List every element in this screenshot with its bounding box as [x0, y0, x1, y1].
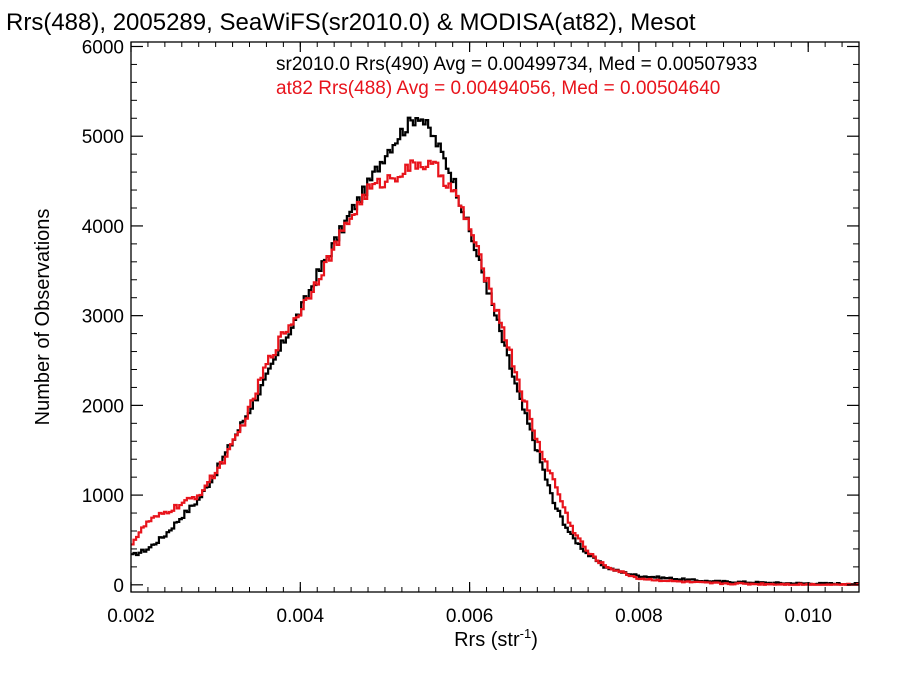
- y-axis-label: Number of Observations: [32, 209, 54, 426]
- y-tick-label: 0: [113, 576, 124, 597]
- plot-frame: [130, 41, 860, 593]
- y-tick-label: 3000: [82, 307, 124, 328]
- x-tick-label: 0.006: [446, 606, 494, 627]
- x-axis-label: Rrs (str-1): [454, 626, 538, 651]
- series-group: [131, 116, 859, 586]
- legend-entry-1: sr2010.0 Rrs(490) Avg = 0.00499734, Med …: [276, 54, 757, 75]
- x-tick-label: 0.004: [277, 606, 325, 627]
- series-line-1: [131, 116, 859, 586]
- y-tick-label: 6000: [82, 37, 124, 58]
- x-axis-label-close: ): [531, 629, 538, 651]
- x-axis-label-superscript: -1: [520, 626, 532, 641]
- y-tick-label: 4000: [82, 217, 124, 238]
- legend-entry-2: at82 Rrs(488) Avg = 0.00494056, Med = 0.…: [276, 78, 720, 99]
- y-tick-label: 2000: [82, 396, 124, 417]
- axes: 0.002 0.004 0.006 0.008 0.010 0 1000 2000 3000 40…: [82, 37, 860, 627]
- y-tick-label: 5000: [82, 127, 124, 148]
- x-tick-label: 0.010: [784, 606, 832, 627]
- series-line-2: [131, 159, 859, 586]
- chart-title: Rrs(488), 2005289, SeaWiFS(sr2010.0) & M…: [6, 9, 696, 36]
- x-axis-label-main: Rrs (str: [454, 629, 520, 651]
- y-tick-label: 1000: [82, 486, 124, 507]
- legend: sr2010.0 Rrs(490) Avg = 0.00499734, Med …: [276, 54, 757, 99]
- x-tick-label: 0.008: [615, 606, 663, 627]
- x-tick-label: 0.002: [107, 606, 155, 627]
- plot-content: [131, 116, 859, 586]
